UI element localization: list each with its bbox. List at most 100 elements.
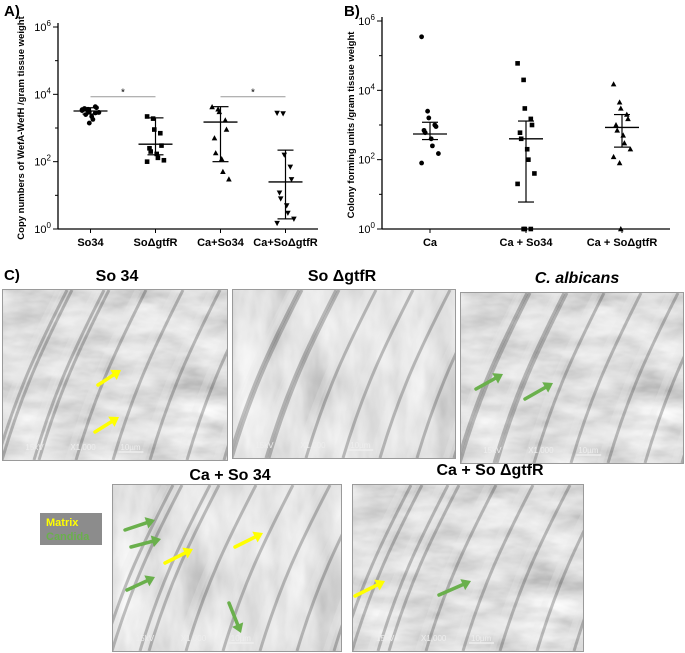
data-point	[281, 152, 288, 158]
sem-fiber-shadow	[3, 290, 74, 460]
candida-arrow-head	[460, 579, 471, 591]
sem-fiber-shadow	[148, 290, 222, 460]
sem-fiber	[486, 293, 562, 463]
sem-image-so34: 15kV X1,000 10µm	[2, 289, 228, 461]
candida-arrow	[437, 582, 465, 597]
sem-texture	[113, 485, 341, 651]
sem-fiber	[113, 485, 168, 607]
x-tick-label: So34	[77, 237, 104, 249]
sem-fiber-shadow	[3, 290, 69, 446]
candida-arrow	[227, 601, 240, 627]
x-tick-label: Ca+SoΔgtfR	[253, 237, 317, 249]
x-tick-label: Ca + SoΔgtfR	[587, 237, 658, 249]
data-point	[276, 190, 283, 196]
sem-fiber-shadow	[353, 485, 424, 651]
data-point	[277, 196, 284, 202]
sem-fiber	[461, 293, 522, 435]
data-point	[430, 143, 435, 149]
sem-fiber-shadow	[387, 485, 461, 651]
data-point	[521, 77, 526, 83]
candida-arrow-head	[144, 517, 155, 529]
y-tick-label: 106	[358, 13, 375, 28]
y-tick-label: 104	[34, 86, 51, 101]
sem-scale-text: X1,000	[421, 634, 447, 643]
data-point	[610, 81, 617, 87]
sem-fiber	[367, 485, 443, 651]
significance-label: *	[251, 88, 255, 99]
data-point	[526, 157, 531, 162]
data-point	[433, 124, 439, 129]
panel-b-label: B)	[344, 3, 360, 20]
data-point	[92, 104, 98, 110]
sem-scale-text: 15kV	[136, 634, 155, 643]
y-tick-label: 100	[34, 221, 51, 236]
sem-texture	[233, 290, 455, 458]
chart-a: 100 102 104 106 Copy numbers of WefA-WefH /g…	[16, 15, 318, 249]
candida-arrow-head	[542, 382, 553, 393]
sem-fiber-shadow	[569, 293, 643, 463]
matrix-arrow-head	[374, 579, 385, 591]
sem-fiber-shadow	[74, 290, 148, 460]
y-tick-label: 102	[34, 154, 51, 169]
data-point	[144, 159, 150, 164]
data-point	[161, 157, 167, 163]
matrix-arrow-head	[108, 416, 119, 427]
sem-title-ca-so-dgtfr: Ca + So ΔgtfR	[436, 462, 544, 479]
data-point	[150, 116, 156, 121]
x-tick-label: SoΔgtfR	[134, 237, 178, 249]
sem-fiber	[378, 485, 454, 651]
sem-fiber-shadow	[233, 290, 304, 458]
sem-fiber	[353, 485, 417, 633]
data-point	[152, 127, 157, 132]
sem-fiber	[258, 290, 334, 458]
sem-fiber	[249, 485, 325, 651]
matrix-arrow	[163, 551, 187, 565]
sem-fiber-shadow	[572, 618, 583, 651]
sem-fiber	[28, 290, 104, 460]
sem-fiber	[452, 485, 528, 651]
data-point	[226, 176, 232, 182]
sem-fiber-shadow	[267, 290, 341, 458]
data-point	[517, 130, 523, 135]
data-point	[528, 226, 534, 232]
candida-arrow-head	[144, 575, 155, 587]
y-tick-label: 100	[358, 221, 375, 236]
data-point	[212, 150, 219, 156]
sem-fiber-shadow	[461, 293, 532, 463]
sem-fiber-shadow	[341, 290, 415, 458]
sem-fiber-shadow	[378, 290, 452, 458]
sem-fiber	[102, 290, 178, 460]
sem-scale-text: 10µm	[471, 634, 492, 643]
legend-candida: Candida	[46, 531, 90, 543]
sem-fiber	[323, 597, 341, 651]
sem-fiber	[369, 290, 445, 458]
candida-arrow-head	[150, 535, 161, 548]
sem-scale-text: 10µm	[120, 443, 141, 452]
data-point	[528, 116, 534, 122]
data-point	[144, 114, 150, 119]
sem-fiber	[526, 509, 583, 651]
sem-fiber	[489, 485, 565, 651]
data-point	[287, 164, 294, 170]
sem-fiber-shadow	[304, 290, 378, 458]
sem-fiber-shadow	[113, 485, 184, 651]
sem-fiber-shadow	[643, 355, 683, 463]
sem-fiber	[129, 485, 205, 651]
data-point	[222, 117, 229, 123]
sem-fiber	[255, 290, 331, 458]
sem-image-c-albicans: 15kV X1,000 10µm	[460, 292, 684, 464]
sem-fiber-shadow	[32, 290, 106, 460]
sem-fiber-shadow	[113, 485, 175, 625]
candida-arrow	[125, 579, 149, 592]
sem-scale-text: X1,000	[300, 441, 326, 450]
data-point	[613, 122, 619, 128]
sem-scale-text: 15kV	[376, 634, 395, 643]
data-point	[610, 153, 617, 160]
panel-a-label: A)	[4, 3, 20, 20]
sem-fiber	[233, 290, 297, 440]
data-point	[614, 127, 620, 133]
data-point	[291, 216, 297, 222]
sem-fiber	[212, 485, 288, 651]
sem-fiber	[138, 485, 214, 651]
